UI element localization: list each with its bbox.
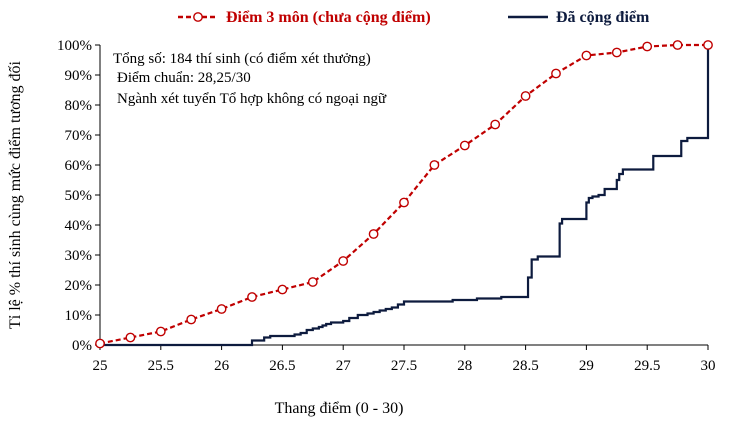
x-tick-label: 27.5 — [391, 358, 417, 374]
data-point-diem-3-mon — [642, 41, 653, 52]
x-tick-label: 27 — [336, 358, 352, 374]
y-tick-label: 30% — [65, 248, 93, 264]
data-point-diem-3-mon — [520, 91, 531, 101]
x-axis-ticks: 25 25.5 26 26.5 27 27.5 28 28.5 29 29.5 30 — [93, 345, 716, 374]
y-axis-title: Tỉ lệ % thí sinh cùng mức điểm tương đối — [7, 60, 24, 329]
legend-label-series-1: Điểm 3 môn (chưa cộng điểm) — [226, 9, 431, 26]
data-point-diem-3-mon — [338, 256, 349, 266]
y-tick-label: 0% — [72, 338, 92, 354]
y-tick-label: 70% — [65, 128, 93, 144]
y-tick-label: 10% — [65, 308, 93, 324]
data-point-diem-3-mon — [581, 50, 592, 61]
x-tick-label: 30 — [701, 358, 716, 374]
data-point-diem-3-mon — [611, 47, 622, 58]
plot-area — [95, 40, 713, 349]
data-point-diem-3-mon — [551, 68, 561, 79]
data-point-diem-3-mon — [490, 119, 501, 130]
y-tick-label: 100% — [57, 38, 92, 54]
y-tick-label: 50% — [65, 188, 93, 204]
series-line-da-cong-diem — [100, 45, 710, 347]
x-tick-label: 28.5 — [512, 358, 538, 374]
annotation-cutoff: Điểm chuẩn: 28,25/30 — [117, 70, 251, 86]
series-line-diem-3-mon — [99, 43, 708, 345]
x-tick-label: 25 — [93, 358, 108, 374]
data-point-diem-3-mon — [307, 277, 318, 287]
data-point-diem-3-mon — [155, 326, 166, 337]
y-axis-ticks: 0% 10% 20% 30% 40% 50% 60% 70% 80% 90% 100% — [57, 38, 100, 354]
legend: Điểm 3 môn (chưa cộng điểm) Đã cộng điểm — [178, 9, 650, 26]
data-point-diem-3-mon — [247, 292, 257, 302]
y-tick-label: 60% — [65, 158, 93, 174]
annotation-total: Tổng số: 184 thí sinh (có điểm xét thưởn… — [113, 51, 371, 67]
data-point-diem-3-mon — [429, 160, 440, 170]
y-tick-label: 90% — [65, 68, 93, 84]
data-point-diem-3-mon — [399, 197, 409, 208]
x-tick-label: 29 — [579, 358, 594, 374]
legend-label-series-2: Đã cộng điểm — [556, 9, 650, 26]
y-tick-label: 80% — [65, 98, 93, 114]
data-point-diem-3-mon — [216, 304, 227, 314]
annotation-program: Ngành xét tuyển Tổ hợp không có ngoại ng… — [117, 91, 387, 107]
data-point-diem-3-mon — [459, 140, 470, 151]
data-point-diem-3-mon — [186, 314, 197, 325]
annotation-box: Tổng số: 184 thí sinh (có điểm xét thưởn… — [113, 51, 387, 107]
y-tick-label: 20% — [65, 278, 93, 294]
x-tick-label: 28 — [457, 358, 472, 374]
data-point-diem-3-mon — [95, 338, 105, 349]
x-tick-label: 26 — [214, 358, 230, 374]
data-point-diem-3-mon — [703, 40, 713, 50]
y-tick-label: 40% — [65, 218, 93, 234]
data-point-diem-3-mon — [368, 229, 379, 239]
data-point-diem-3-mon — [125, 332, 136, 343]
x-axis-title: Thang điểm (0 - 30) — [275, 400, 404, 417]
legend-marker-series-1 — [193, 12, 203, 22]
x-tick-label: 25.5 — [148, 358, 174, 374]
x-tick-label: 29.5 — [634, 358, 660, 374]
x-tick-label: 26.5 — [269, 358, 295, 374]
data-point-diem-3-mon — [277, 284, 288, 295]
data-point-diem-3-mon — [672, 40, 683, 50]
